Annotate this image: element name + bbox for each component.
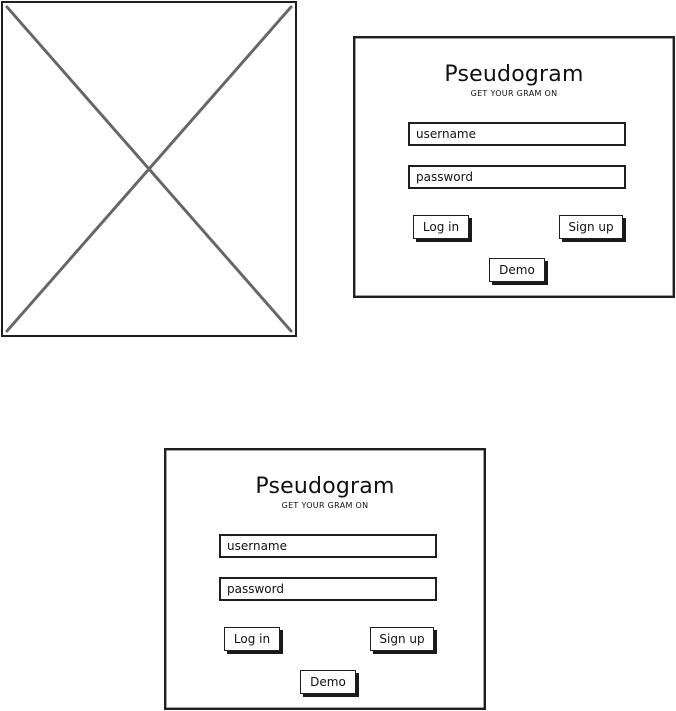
username-input[interactable] — [408, 122, 626, 146]
password-input[interactable] — [408, 165, 626, 189]
username-input[interactable] — [219, 534, 437, 558]
demo-button[interactable]: Demo — [489, 258, 545, 282]
image-placeholder — [1, 1, 297, 337]
login-button[interactable]: Log in — [413, 215, 469, 239]
app-title: Pseudogram — [255, 474, 395, 499]
app-tagline: GET YOUR GRAM ON — [470, 89, 558, 98]
signup-button[interactable]: Sign up — [559, 215, 623, 239]
password-input[interactable] — [219, 577, 437, 601]
login-button[interactable]: Log in — [224, 627, 280, 651]
demo-button[interactable]: Demo — [300, 670, 356, 694]
login-card-bottom: Pseudogram GET YOUR GRAM ON Log in Sign … — [164, 448, 486, 710]
app-title: Pseudogram — [444, 62, 584, 87]
app-tagline: GET YOUR GRAM ON — [281, 501, 369, 510]
login-card-top: Pseudogram GET YOUR GRAM ON Log in Sign … — [353, 36, 675, 298]
signup-button[interactable]: Sign up — [370, 627, 434, 651]
image-placeholder-x-icon — [5, 5, 293, 333]
